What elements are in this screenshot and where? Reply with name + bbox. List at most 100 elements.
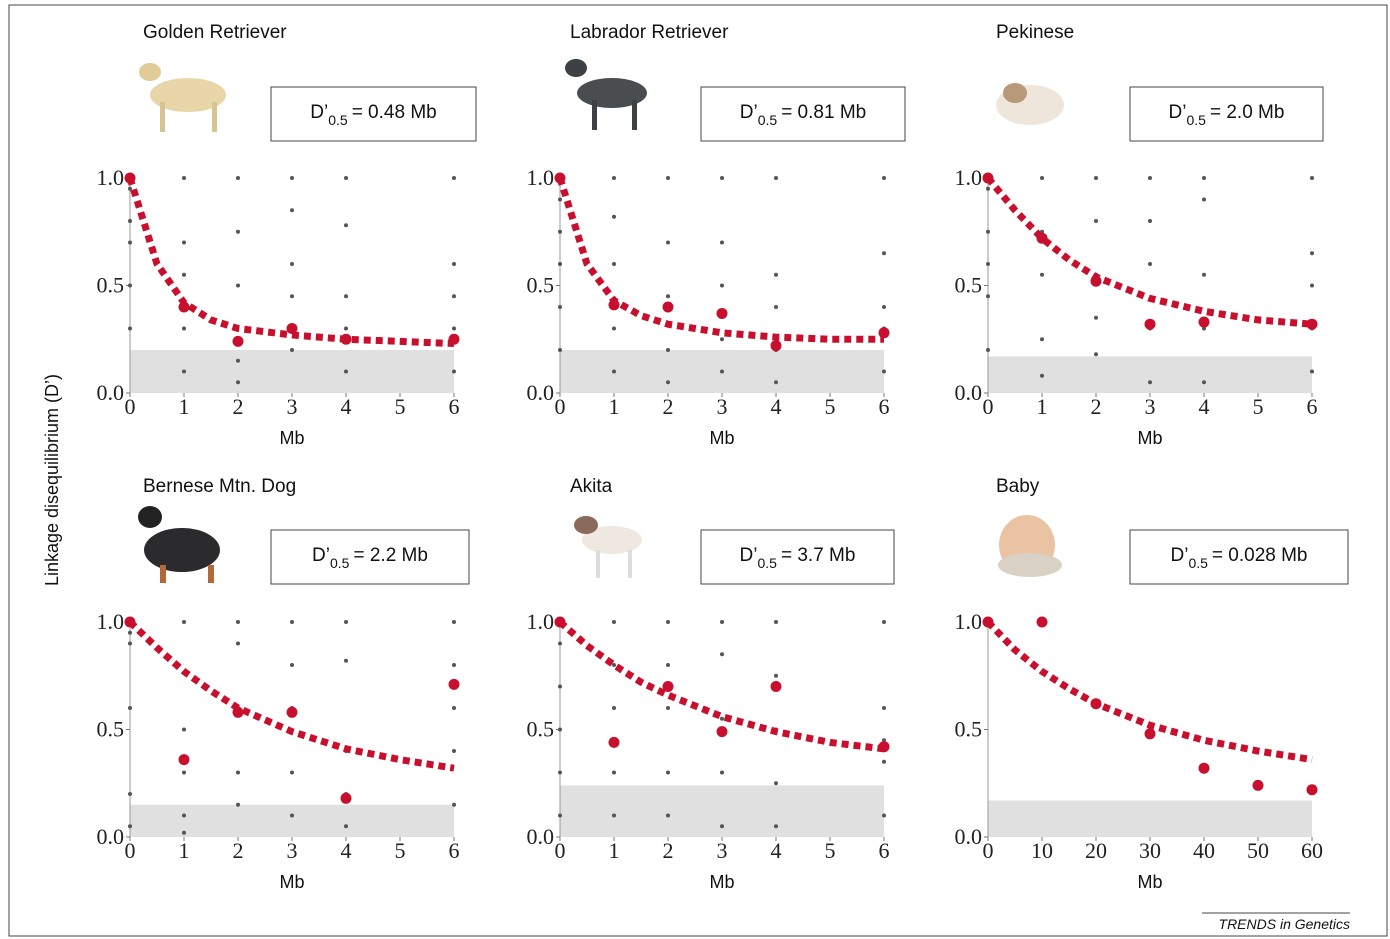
- x-axis-label: Mb: [1137, 428, 1162, 448]
- sample-point: [290, 208, 294, 212]
- x-tick-label: 60: [1301, 838, 1323, 863]
- y-tick-label: 0.5: [97, 273, 125, 298]
- sample-point: [986, 294, 990, 298]
- annotation-symbol: D’: [740, 102, 758, 123]
- sample-point: [1202, 198, 1206, 202]
- sample-point: [666, 663, 670, 667]
- annotation-text: = 0.81 Mb: [781, 102, 866, 123]
- panel-title: Golden Retriever: [143, 22, 287, 43]
- sample-point: [558, 771, 562, 775]
- annotation-subscript: 0.5: [1187, 112, 1207, 128]
- mean-point: [1253, 780, 1264, 791]
- mean-point: [341, 334, 352, 345]
- sample-point: [452, 176, 456, 180]
- sample-point: [720, 176, 724, 180]
- sample-point: [1040, 374, 1044, 378]
- sample-point: [452, 663, 456, 667]
- sample-point: [882, 176, 886, 180]
- x-tick-label: 50: [1247, 838, 1269, 863]
- sample-point: [1148, 219, 1152, 223]
- x-tick-label: 0: [983, 394, 994, 419]
- x-tick-label: 3: [287, 838, 298, 863]
- annotation-text: = 0.48 Mb: [352, 102, 437, 123]
- panel-title: Akita: [570, 476, 613, 497]
- source: TRENDS in Genetics: [1219, 916, 1350, 932]
- sample-point: [128, 631, 132, 635]
- annotation-text: = 3.7 Mb: [781, 545, 855, 566]
- sample-point: [558, 814, 562, 818]
- sample-point: [182, 176, 186, 180]
- x-tick-label: 0: [555, 394, 566, 419]
- sample-point: [1310, 176, 1314, 180]
- x-tick-label: 30: [1139, 838, 1161, 863]
- sample-point: [236, 803, 240, 807]
- mean-point: [125, 617, 136, 628]
- x-tick-label: 1: [609, 394, 620, 419]
- sample-point: [128, 241, 132, 245]
- sample-point: [612, 706, 616, 710]
- sample-point: [720, 620, 724, 624]
- sample-point: [558, 230, 562, 234]
- sample-point: [774, 781, 778, 785]
- sample-point: [344, 620, 348, 624]
- sample-point: [882, 251, 886, 255]
- mean-point: [771, 340, 782, 351]
- sample-point: [612, 663, 616, 667]
- x-tick-label: 4: [1199, 394, 1210, 419]
- y-tick-label: 0.5: [955, 717, 983, 742]
- sample-point: [344, 223, 348, 227]
- x-axis-label: Mb: [279, 872, 304, 892]
- sample-point: [290, 348, 294, 352]
- sample-point: [128, 327, 132, 331]
- mean-point: [1091, 276, 1102, 287]
- y-tick-label: 1.0: [97, 609, 125, 634]
- x-tick-label: 5: [825, 838, 836, 863]
- annotation-subscript: 0.5: [328, 112, 348, 128]
- sample-point: [452, 294, 456, 298]
- sample-point: [182, 728, 186, 732]
- sample-point: [986, 187, 990, 191]
- sample-point: [774, 273, 778, 277]
- x-tick-label: 6: [879, 838, 890, 863]
- mean-point: [341, 793, 352, 804]
- y-tick-label: 0.0: [97, 824, 125, 849]
- y-tick-label: 1.0: [97, 165, 125, 190]
- annotation-symbol: D’: [1170, 545, 1188, 566]
- mean-point: [663, 681, 674, 692]
- sample-point: [182, 241, 186, 245]
- sample-point: [1094, 176, 1098, 180]
- sample-point: [236, 380, 240, 384]
- sample-point: [344, 327, 348, 331]
- mean-point: [179, 302, 190, 313]
- sample-point: [452, 620, 456, 624]
- mean-point: [983, 617, 994, 628]
- y-tick-label: 0.5: [527, 717, 555, 742]
- sample-point: [1040, 273, 1044, 277]
- y-tick-label: 1.0: [955, 165, 983, 190]
- sample-point: [236, 620, 240, 624]
- sample-point: [128, 792, 132, 796]
- sample-point: [1202, 273, 1206, 277]
- x-tick-label: 3: [1145, 394, 1156, 419]
- sample-point: [612, 176, 616, 180]
- annotation-subscript: 0.5: [330, 555, 350, 571]
- annotation-subscript: 0.5: [758, 112, 778, 128]
- page: Linkage disequilibrium (D’) TRENDS in Ge…: [0, 0, 1390, 939]
- mean-point: [287, 707, 298, 718]
- x-tick-label: 3: [717, 838, 728, 863]
- mean-point: [663, 302, 674, 313]
- y-tick-label: 0.0: [527, 824, 555, 849]
- x-axis-label: Mb: [1137, 872, 1162, 892]
- sample-point: [452, 749, 456, 753]
- sample-point: [128, 219, 132, 223]
- sample-point: [558, 348, 562, 352]
- y-tick-label: 0.0: [955, 380, 983, 405]
- mean-point: [555, 173, 566, 184]
- sample-point: [344, 294, 348, 298]
- sample-point: [1310, 251, 1314, 255]
- mean-point: [125, 173, 136, 184]
- sample-point: [612, 814, 616, 818]
- sample-point: [666, 241, 670, 245]
- threshold-band: [130, 805, 454, 837]
